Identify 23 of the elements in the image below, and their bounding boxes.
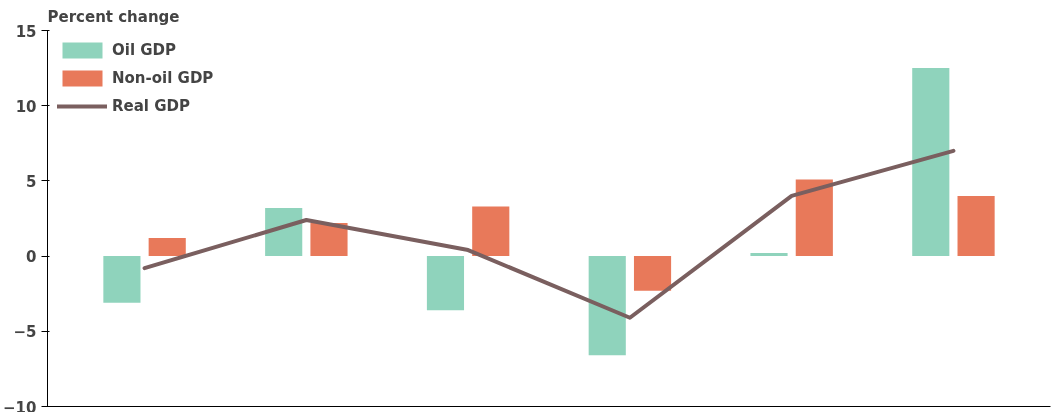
y-axis-title: Percent change — [47, 7, 180, 26]
bar — [795, 179, 833, 257]
legend-label: Oil GDP — [112, 41, 177, 59]
bar — [265, 207, 303, 257]
y-tick-label: 15 — [15, 22, 37, 41]
y-tick-label: −10 — [3, 398, 37, 417]
bar — [426, 256, 465, 311]
y-tick-label: −5 — [13, 323, 37, 342]
legend-label: Real GDP — [112, 97, 190, 115]
y-tick-label: 5 — [26, 172, 37, 191]
bar — [103, 256, 141, 303]
bar — [750, 253, 788, 257]
bar — [148, 238, 186, 257]
line-series — [142, 148, 956, 320]
bar — [472, 206, 510, 257]
legend-label: Non-oil GDP — [112, 69, 214, 87]
bar — [633, 256, 672, 291]
y-tick-label: 10 — [15, 97, 37, 116]
bar — [912, 68, 950, 257]
bar — [310, 223, 348, 257]
bar — [957, 195, 995, 257]
bar — [588, 256, 626, 356]
y-tick-label: 0 — [26, 248, 37, 267]
